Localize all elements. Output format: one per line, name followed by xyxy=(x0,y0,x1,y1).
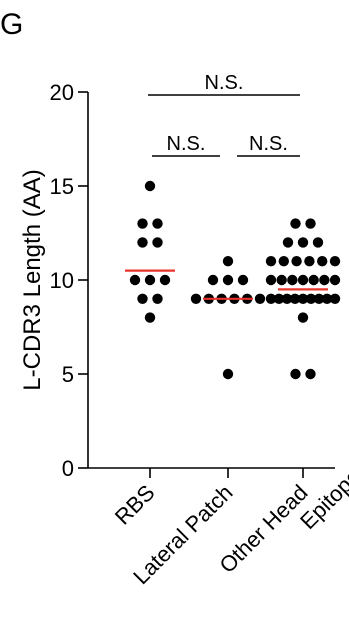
data-point xyxy=(222,274,234,286)
data-point xyxy=(305,218,316,229)
mean-lines xyxy=(125,269,328,300)
data-point xyxy=(222,256,234,267)
data-point xyxy=(313,293,325,304)
data-point xyxy=(287,274,298,286)
y-axis-label: L-CDR3 Length (AA) xyxy=(19,169,46,390)
data-point xyxy=(329,274,341,286)
data-point xyxy=(137,218,148,229)
data-point xyxy=(290,368,301,380)
data-point xyxy=(297,237,309,248)
significance-label: N.S. xyxy=(205,72,244,94)
data-point xyxy=(137,293,148,304)
data-point xyxy=(289,293,301,304)
data-point xyxy=(281,293,293,304)
data-points xyxy=(129,180,341,380)
data-point xyxy=(265,274,277,286)
y-tick-label: 20 xyxy=(50,80,74,105)
data-point xyxy=(308,274,319,286)
data-point xyxy=(265,256,277,267)
data-point xyxy=(278,256,289,267)
data-point xyxy=(319,274,330,286)
significance-brackets: N.S. N.S. N.S. xyxy=(148,72,300,157)
data-point xyxy=(290,218,301,229)
data-point xyxy=(297,274,309,286)
y-tick-label: 5 xyxy=(62,362,74,387)
data-point xyxy=(237,274,249,286)
data-point xyxy=(152,237,163,248)
data-point xyxy=(207,274,219,286)
data-point xyxy=(129,274,141,286)
data-point xyxy=(291,256,302,267)
data-point xyxy=(273,293,285,304)
data-point xyxy=(321,293,333,304)
data-point xyxy=(152,293,163,304)
data-point xyxy=(190,293,202,304)
data-point xyxy=(297,312,309,323)
data-point xyxy=(304,256,315,267)
data-point xyxy=(312,237,324,248)
data-point xyxy=(329,256,341,267)
data-point xyxy=(137,237,148,248)
data-point xyxy=(276,274,287,286)
y-tick-label: 15 xyxy=(50,174,74,199)
significance-label: N.S. xyxy=(249,133,288,155)
panel-label: G xyxy=(0,8,24,41)
data-point xyxy=(282,237,294,248)
data-point xyxy=(144,312,156,323)
x-tick-label: RBS xyxy=(110,480,160,530)
x-tick-label-line: RBS xyxy=(110,480,160,530)
data-point xyxy=(305,293,317,304)
data-point xyxy=(305,368,316,380)
data-point xyxy=(144,274,156,286)
data-point xyxy=(222,368,234,380)
significance-label: N.S. xyxy=(167,133,206,155)
data-point xyxy=(317,256,328,267)
data-point xyxy=(152,218,163,229)
data-point xyxy=(329,293,341,304)
y-tick-label: 10 xyxy=(50,268,74,293)
data-point xyxy=(297,293,309,304)
data-point xyxy=(159,274,171,286)
data-point xyxy=(265,293,277,304)
data-point xyxy=(144,180,156,192)
data-point xyxy=(254,293,266,304)
y-tick-label: 0 xyxy=(62,456,74,481)
x-tick-label: Other HeadEpitopes xyxy=(214,437,349,596)
